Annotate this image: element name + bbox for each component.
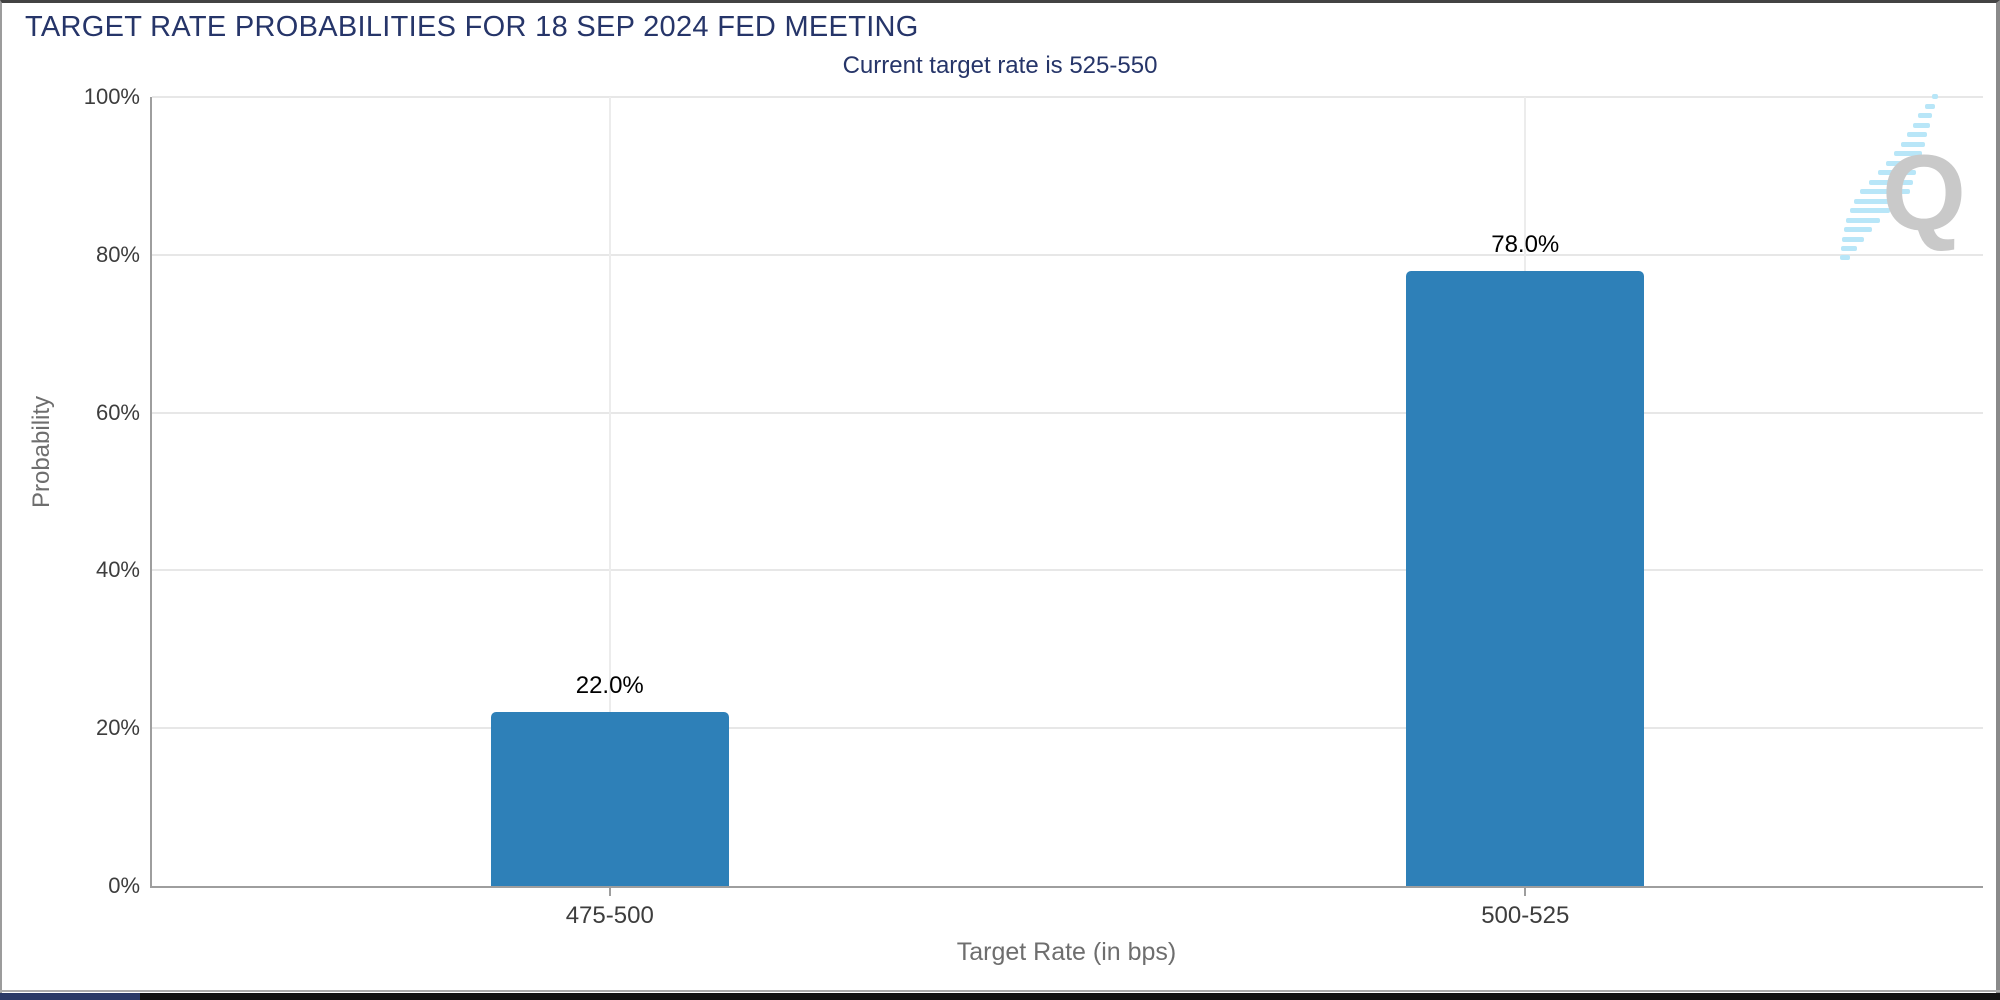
bar-value-label: 78.0%	[1491, 230, 1560, 258]
bottom-edge-strip	[0, 993, 2000, 1000]
x-tick-mark	[1524, 886, 1527, 896]
x-tick-label: 475-500	[565, 902, 654, 929]
y-gridline	[152, 727, 1983, 730]
y-tick-label: 80%	[95, 241, 140, 267]
chart-title: TARGET RATE PROBABILITIES FOR 18 SEP 202…	[25, 11, 919, 43]
x-tick-label: 500-525	[1481, 902, 1570, 929]
q-logo-swoosh	[1840, 94, 1938, 260]
plot-area: 0% 20% 40% 60% 80% 100% 22.0% 475-500 78.0% 500-5…	[84, 84, 1983, 929]
bottom-border-line	[0, 990, 2000, 992]
y-gridline	[152, 411, 1983, 414]
bottom-bar-accent	[0, 993, 140, 1000]
y-tick-label: 40%	[95, 557, 140, 583]
probability-bar	[1406, 270, 1645, 886]
y-axis-title: Probability	[28, 395, 55, 509]
y-tick-label: 0%	[108, 873, 140, 898]
x-axis-title: Target Rate (in bps)	[956, 938, 1177, 966]
y-tick-label: 20%	[95, 715, 140, 741]
y-tick-label: 100%	[83, 84, 140, 109]
q-logo-letter: Q	[1882, 132, 1966, 253]
category-gridline	[608, 97, 611, 886]
x-tick-mark	[608, 886, 611, 896]
quikstrike-q-logo-icon: Q	[1840, 94, 1966, 260]
bar-value-label: 22.0%	[575, 672, 644, 700]
y-tick-label: 60%	[95, 399, 140, 425]
y-gridline	[152, 96, 1983, 98]
chart-subtitle: Current target rate is 525-550	[842, 52, 1158, 79]
probability-bar	[490, 712, 729, 886]
y-gridline	[152, 253, 1983, 256]
y-gridline	[152, 569, 1983, 572]
